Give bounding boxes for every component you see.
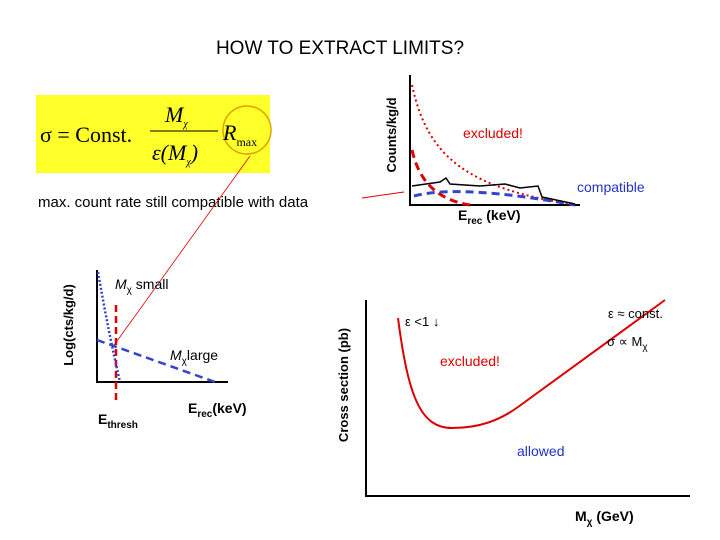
small-sub: χ — [127, 285, 133, 296]
highlight-circle — [222, 105, 272, 155]
y-label: Log(cts/kg/d) — [61, 284, 76, 366]
large-main: M — [170, 347, 182, 363]
x-main: E — [188, 400, 197, 416]
excluded-label: excluded! — [440, 353, 500, 369]
data-line — [411, 176, 576, 205]
x-label: Erec(keV) — [188, 400, 247, 420]
den-main: ε(M — [152, 140, 188, 165]
axes — [365, 300, 690, 497]
formula-lhs: σ = Const. — [40, 122, 132, 147]
y-label: Cross section (pb) — [336, 328, 351, 442]
thresh-main: E — [98, 411, 107, 427]
x-label: Erec (keV) — [458, 207, 520, 227]
curve — [96, 338, 216, 384]
num-sub: χ — [182, 119, 188, 130]
axes — [409, 75, 580, 206]
x-sub: rec — [197, 409, 212, 420]
excluded-label: excluded! — [463, 125, 523, 141]
y-label: Counts/kg/d — [384, 97, 399, 172]
large-rest: large — [187, 347, 218, 363]
formula-r: Rmax — [222, 120, 257, 149]
large-sub: χ — [182, 356, 188, 367]
pointer-line — [361, 191, 405, 199]
den-end: ) — [189, 140, 198, 165]
r-main: R — [222, 120, 237, 145]
x-main: E — [458, 207, 467, 223]
compatible-label: compatible — [577, 179, 645, 195]
pointer-line — [111, 155, 251, 349]
large-label: Mχlarge — [170, 347, 218, 367]
sigma-label: σ ∝ Mχ — [607, 334, 648, 353]
eps-const: ε ≈ const. — [608, 306, 663, 321]
axes — [96, 270, 228, 383]
small-rest: small — [132, 276, 169, 292]
limit-curve — [397, 299, 666, 430]
x-sub: rec — [467, 216, 482, 227]
eps-low: ε <1 ↓ — [405, 314, 439, 329]
x-rest: (keV) — [482, 207, 520, 223]
small-label: Mχ small — [115, 276, 168, 296]
curve — [413, 190, 576, 207]
x-rest: (GeV) — [592, 508, 633, 524]
curve — [411, 84, 576, 206]
r-sub: max — [236, 135, 257, 149]
formula-denominator: ε(Mχ) — [152, 140, 198, 168]
allowed-label: allowed — [517, 443, 564, 459]
title: HOW TO EXTRACT LIMITS? — [216, 38, 464, 59]
curve — [410, 149, 471, 207]
x-sub: χ — [587, 517, 593, 528]
x-main: M — [575, 508, 587, 524]
x-rest: (keV) — [212, 400, 246, 416]
num-main: M — [164, 102, 185, 127]
thresh-label: Ethresh — [98, 411, 138, 431]
small-main: M — [115, 276, 127, 292]
curve — [96, 271, 122, 383]
den-sub: χ — [185, 157, 191, 168]
formula-box — [36, 95, 270, 173]
thresh-sub: thresh — [107, 420, 138, 431]
formula-numerator: Mχ — [164, 102, 188, 130]
x-label: Mχ (GeV) — [575, 508, 634, 528]
sigma-sub: χ — [642, 342, 648, 353]
caption: max. count rate still compatible with da… — [38, 194, 309, 211]
sigma-main: σ ∝ M — [607, 334, 642, 349]
